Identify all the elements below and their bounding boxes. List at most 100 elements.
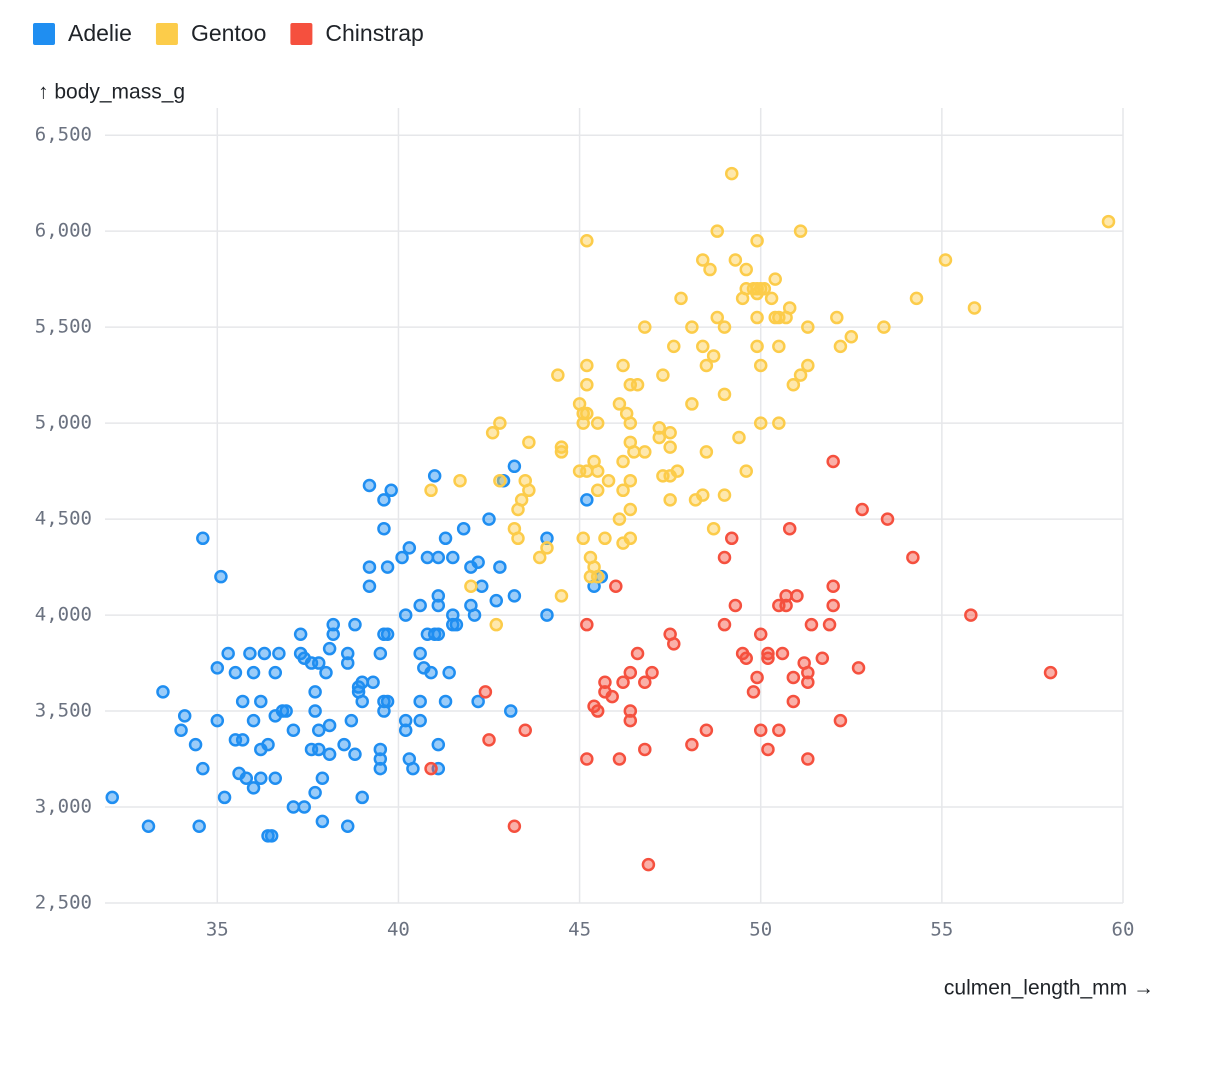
point — [772, 416, 786, 430]
point — [699, 358, 714, 373]
point — [750, 310, 764, 325]
point — [826, 454, 840, 469]
point — [377, 704, 391, 718]
point — [710, 310, 724, 325]
point — [431, 550, 446, 565]
point — [551, 368, 565, 382]
point — [373, 752, 388, 766]
point — [580, 617, 594, 632]
point — [467, 608, 482, 622]
point — [587, 454, 601, 469]
point — [590, 704, 605, 718]
point — [395, 550, 409, 565]
point — [228, 733, 243, 747]
point — [456, 521, 471, 536]
point — [355, 790, 369, 805]
point — [674, 291, 688, 306]
point — [315, 814, 330, 829]
point — [753, 723, 768, 737]
point — [504, 704, 518, 718]
point — [438, 694, 453, 709]
point — [518, 723, 532, 737]
point — [685, 737, 699, 752]
point — [340, 646, 355, 661]
point — [750, 234, 764, 248]
point — [964, 608, 978, 622]
legend-swatch — [155, 23, 178, 45]
point — [717, 550, 732, 565]
point — [489, 617, 504, 632]
point — [663, 440, 677, 454]
point — [739, 651, 753, 666]
point — [326, 617, 340, 632]
point — [717, 617, 732, 632]
point — [308, 785, 322, 800]
x-tick-label: 60 — [1112, 919, 1135, 941]
point — [420, 550, 435, 565]
point — [801, 675, 815, 690]
point — [246, 781, 261, 795]
point — [764, 291, 779, 306]
legend-swatch — [290, 23, 313, 45]
point — [431, 598, 446, 613]
point — [667, 637, 681, 651]
point — [311, 723, 326, 737]
point — [156, 685, 170, 699]
point — [254, 742, 268, 757]
point — [257, 646, 272, 661]
point — [590, 483, 605, 498]
point — [427, 469, 442, 483]
point — [877, 320, 891, 334]
point — [355, 694, 369, 709]
point — [344, 713, 359, 728]
x-axis-label: culmen_length_mm → — [944, 977, 1154, 1000]
point — [967, 301, 982, 315]
point — [706, 521, 721, 536]
point — [373, 742, 388, 757]
point — [779, 310, 793, 325]
point — [254, 771, 268, 785]
point — [739, 262, 753, 277]
point — [424, 665, 438, 680]
point — [464, 579, 478, 594]
point — [438, 531, 453, 546]
point — [801, 752, 815, 766]
point — [493, 473, 507, 488]
point — [210, 713, 225, 728]
point — [286, 800, 301, 814]
point — [188, 737, 203, 752]
y-axis-label: ↑ body_mass_g — [38, 81, 185, 104]
point — [322, 718, 337, 733]
point — [750, 670, 764, 685]
point — [540, 608, 554, 622]
point — [855, 502, 869, 517]
point — [308, 704, 322, 718]
point — [348, 617, 362, 632]
point — [475, 579, 489, 594]
point — [522, 435, 536, 450]
point — [471, 555, 485, 570]
y-tick-label: 4,500 — [35, 508, 92, 530]
point — [217, 790, 232, 805]
point — [580, 234, 594, 248]
point — [696, 488, 710, 502]
point — [322, 641, 337, 656]
point — [580, 752, 594, 766]
point — [424, 761, 438, 776]
point — [801, 665, 815, 680]
point — [402, 541, 417, 555]
point — [938, 253, 953, 267]
point — [612, 512, 627, 526]
point — [221, 646, 235, 661]
point — [844, 329, 859, 344]
point — [804, 617, 819, 632]
point — [696, 339, 710, 354]
point — [384, 483, 398, 498]
point — [880, 512, 895, 526]
point — [576, 531, 590, 546]
point — [340, 656, 355, 670]
point — [750, 286, 764, 301]
point — [623, 704, 638, 718]
point — [630, 377, 645, 392]
point — [833, 713, 848, 728]
